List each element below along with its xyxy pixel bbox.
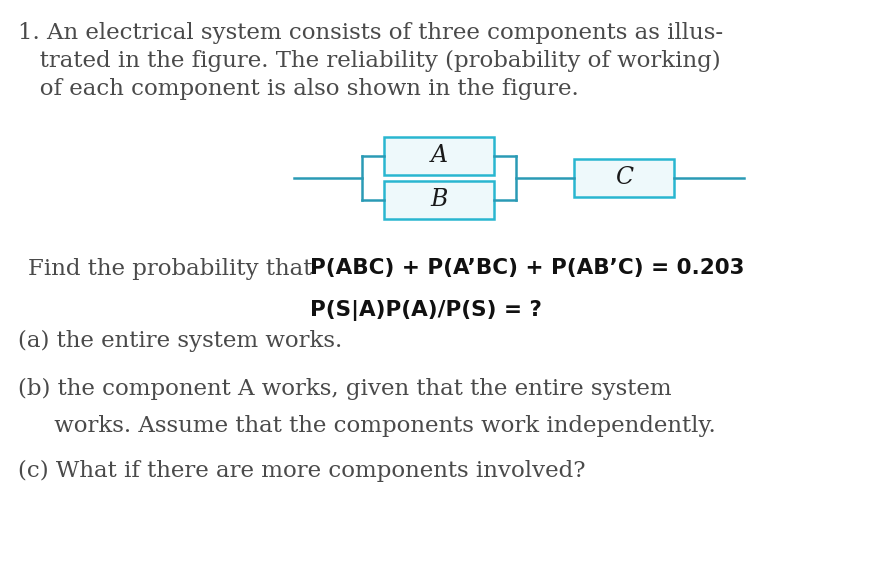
Text: of each component is also shown in the figure.: of each component is also shown in the f… — [18, 78, 578, 100]
FancyBboxPatch shape — [574, 159, 674, 197]
Text: Find the probability that: Find the probability that — [28, 258, 312, 280]
FancyBboxPatch shape — [383, 181, 494, 219]
Text: (b) the component A works, given that the entire system: (b) the component A works, given that th… — [18, 378, 671, 400]
Text: trated in the figure. The reliability (probability of working): trated in the figure. The reliability (p… — [18, 50, 720, 72]
Text: (c) What if there are more components involved?: (c) What if there are more components in… — [18, 460, 585, 482]
Text: 1. An electrical system consists of three components as illus-: 1. An electrical system consists of thre… — [18, 22, 723, 44]
Text: P(S|A)P(A)/P(S) = ?: P(S|A)P(A)/P(S) = ? — [310, 300, 541, 321]
Text: P(ABC) + P(A’BC) + P(AB’C) = 0.203: P(ABC) + P(A’BC) + P(AB’C) = 0.203 — [310, 258, 744, 278]
Text: B: B — [430, 189, 447, 211]
Text: C: C — [614, 167, 632, 190]
Text: works. Assume that the components work independently.: works. Assume that the components work i… — [18, 415, 715, 437]
Text: A: A — [430, 144, 447, 167]
FancyBboxPatch shape — [383, 137, 494, 175]
Text: (a) the entire system works.: (a) the entire system works. — [18, 330, 342, 352]
